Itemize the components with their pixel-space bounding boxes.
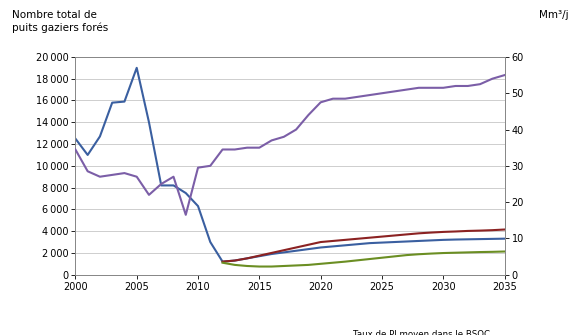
Text: Mm³/j: Mm³/j — [539, 10, 568, 20]
Legend: Scénario de référence, Prix élevé, Prix bas, Taux de PI moyen dans le BSOC
(scén: Scénario de référence, Prix élevé, Prix … — [86, 327, 494, 335]
Text: Nombre total de
puits gaziers forés: Nombre total de puits gaziers forés — [12, 10, 108, 33]
